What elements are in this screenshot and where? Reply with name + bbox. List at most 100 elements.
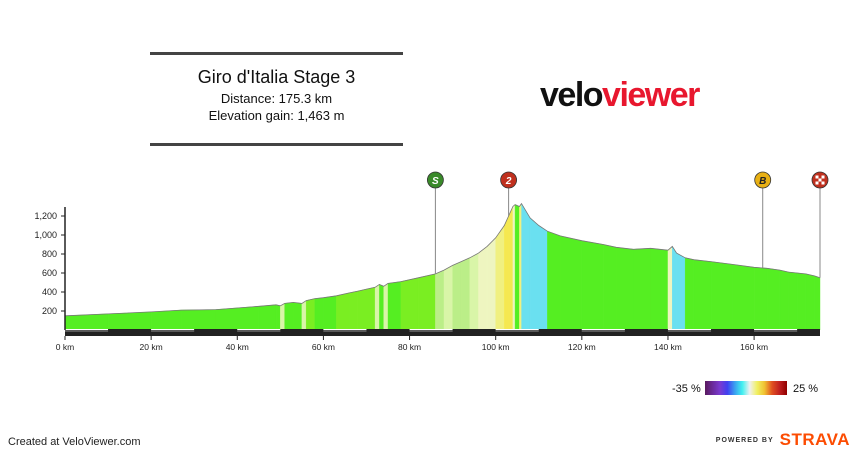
- elevation-profile-chart: 200 400 600 800 1,000 1,200 0 km 20 km 40 km 60 k…: [34, 171, 829, 352]
- profile-segment: [280, 303, 285, 331]
- finish-check: [821, 175, 825, 179]
- strava-logo: STRAVA: [779, 430, 850, 449]
- marker-badge-2: [500, 171, 518, 189]
- profile-segment: [357, 288, 367, 331]
- profile-segment: [521, 202, 531, 331]
- veloviewer-logo: veloviewer: [540, 76, 700, 115]
- route-distance: Distance: 175.3 km: [220, 91, 333, 106]
- profile-segment: [672, 245, 677, 331]
- finish-check: [818, 178, 822, 182]
- profile-segment: [495, 224, 505, 331]
- x-tick-label: 60 km: [312, 342, 335, 352]
- powered-by-strava: POWERED BY STRAVA: [716, 430, 850, 450]
- profile-segment: [64, 313, 109, 331]
- y-tick-label: 600: [42, 268, 57, 278]
- logo-part-velo: velo: [540, 76, 604, 114]
- marker-label: S: [432, 176, 439, 187]
- profile-segment: [383, 283, 389, 331]
- profile-segment: [805, 273, 815, 331]
- profile-segment: [519, 203, 522, 331]
- x-tick-label: 0 km: [56, 342, 74, 352]
- x-tick-label: 40 km: [226, 342, 249, 352]
- x-tick-label: 100 km: [482, 342, 510, 352]
- profile-segment: [443, 265, 453, 331]
- profile-segment: [478, 245, 488, 331]
- profile-segment: [336, 292, 350, 331]
- y-tick-label: 800: [42, 249, 57, 259]
- profile-segment: [766, 268, 781, 331]
- profile-segment: [538, 225, 548, 331]
- profile-segment: [305, 298, 316, 331]
- y-tick-label: 1,000: [34, 230, 57, 240]
- profile-segment: [547, 230, 561, 331]
- profile-segment: [693, 259, 712, 331]
- profile-segment: [417, 273, 436, 331]
- y-tick-label: 200: [42, 306, 57, 316]
- profile-segment: [514, 204, 520, 331]
- powered-by-label: POWERED BY: [715, 436, 774, 444]
- profile-segment: [603, 244, 617, 331]
- profile-segment: [508, 206, 514, 331]
- finish-check: [815, 181, 819, 185]
- finish-check: [815, 175, 819, 179]
- profile-segment: [581, 240, 604, 331]
- profile-segment: [374, 284, 380, 331]
- profile-segment: [400, 277, 419, 331]
- profile-segment: [323, 295, 337, 331]
- profile-segment: [469, 252, 479, 331]
- profile-segment: [150, 309, 182, 331]
- marker-label: 2: [505, 176, 512, 187]
- y-tick-label: 400: [42, 287, 57, 297]
- profile-segment: [284, 302, 294, 331]
- profile-segment: [560, 235, 583, 331]
- profile-outline: [64, 202, 821, 317]
- profile-segment: [293, 302, 303, 331]
- profile-segment: [753, 267, 768, 331]
- marker-badge-s: [426, 171, 444, 189]
- profile-segment: [512, 204, 516, 331]
- logo-part-viewer: viewer: [602, 76, 700, 114]
- marker-badge-b: [754, 171, 772, 189]
- profile-segment: [387, 281, 402, 331]
- profile-segment: [461, 257, 471, 331]
- profile-segment: [314, 297, 324, 331]
- profile-segment: [676, 252, 686, 331]
- profile-segment: [435, 269, 445, 331]
- profile-segment: [667, 245, 673, 331]
- profile-segment: [710, 261, 733, 331]
- x-axis-bar: [65, 332, 820, 336]
- marker-label: B: [759, 176, 766, 187]
- profile-segment: [301, 300, 307, 331]
- x-tick-label: 140 km: [654, 342, 682, 352]
- profile-segment: [732, 264, 755, 331]
- profile-segment: [379, 284, 384, 331]
- profile-segment: [616, 247, 634, 331]
- profile-segment: [796, 272, 806, 331]
- gradient-legend-bar: [705, 381, 787, 395]
- x-tick-label: 160 km: [740, 342, 768, 352]
- route-title: Giro d'Italia Stage 3: [197, 67, 356, 87]
- profile-segment: [529, 217, 539, 331]
- profile-segment: [107, 311, 152, 331]
- profile-segment: [650, 248, 669, 331]
- profile-segment: [486, 237, 496, 331]
- profile-segment: [366, 287, 376, 331]
- profile-segment: [633, 248, 651, 331]
- title-box: Giro d'Italia Stage 3 Distance: 175.3 km…: [150, 52, 403, 146]
- x-tick-label: 20 km: [140, 342, 163, 352]
- profile-segment: [779, 269, 789, 331]
- profile-segment: [258, 304, 277, 331]
- profile-segment: [814, 275, 821, 331]
- y-tick-label: 1,200: [34, 211, 57, 221]
- profile-segment: [684, 257, 695, 331]
- legend-max-label: 25 %: [793, 383, 819, 395]
- profile-segment: [504, 215, 509, 331]
- profile-segment: [181, 309, 216, 331]
- profile-segment: [788, 271, 798, 331]
- profile-segment: [349, 290, 359, 331]
- finish-check: [821, 181, 825, 185]
- profile-segment: [452, 261, 462, 331]
- profile-segment: [275, 304, 281, 331]
- profile-segment: [215, 306, 260, 331]
- created-at-credit: Created at VeloViewer.com: [8, 436, 141, 448]
